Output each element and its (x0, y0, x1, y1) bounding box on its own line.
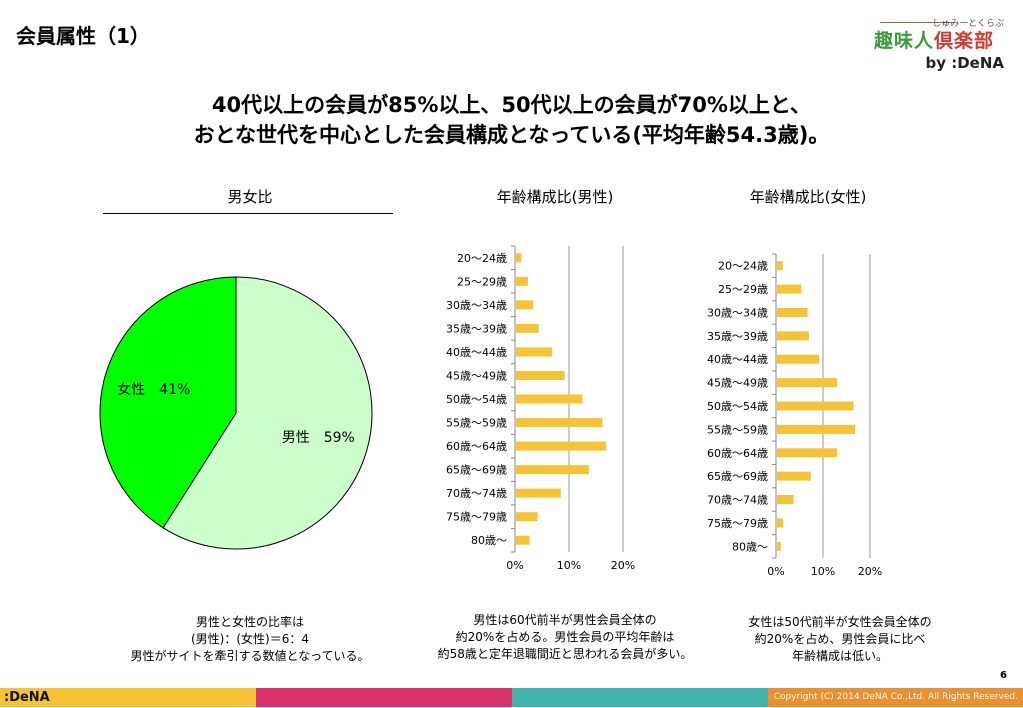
bar (777, 448, 838, 458)
logo-part-1: 趣味人 (874, 30, 935, 52)
logo-main-text: 趣味人倶楽部 (874, 26, 994, 53)
y-category-label: 60歳〜64歳 (446, 440, 507, 453)
bar (516, 488, 561, 498)
gender-caption-line: (男性)：(女性)＝6：4 (191, 632, 309, 646)
y-category-label: 55歳〜59歳 (707, 423, 768, 436)
footer-bar-segment-2 (256, 688, 512, 707)
male-age-chart-title: 年齢構成比(男性) (496, 188, 614, 206)
male-caption: 男性は60代前半が男性会員全体の 約20%を占める。男性会員の平均年齢は 約58… (420, 612, 710, 663)
y-category-label: 20〜24歳 (457, 252, 507, 265)
y-category-label: 35歳〜39歳 (446, 322, 507, 335)
bar (777, 541, 781, 551)
gender-pie-chart: 男性 59% 女性 41% (99, 276, 373, 550)
y-category-label: 80歳〜 (732, 540, 768, 553)
y-category-label: 75歳〜79歳 (707, 517, 768, 530)
bar (516, 253, 522, 263)
y-category-label: 65歳〜69歳 (707, 470, 768, 483)
female-caption-line: 年齢構成は低い。 (791, 649, 888, 663)
y-category-label: 25〜29歳 (718, 283, 768, 296)
y-category-label: 45歳〜49歳 (707, 377, 768, 390)
bar (777, 518, 784, 528)
y-category-label: 35歳〜39歳 (707, 330, 768, 343)
shumi-club-logo: しゅみーとくらぶ 趣味人倶楽部 by :DeNA (872, 16, 1012, 74)
footer-bar-segment-3 (512, 688, 768, 707)
bar (777, 424, 856, 434)
x-tick-label: 10% (811, 565, 835, 578)
headline-line-1: 40代以上の会員が85%以上、50代以上の会員が70%以上と、 (211, 93, 812, 117)
bar (777, 307, 808, 317)
logo-part-2: 倶楽部 (934, 30, 995, 52)
male-age-bar-chart: 0% 10% 20% 20〜24歳 25〜29歳 30歳〜34歳 35歳〜39歳 40歳〜44… (446, 245, 635, 572)
y-category-label: 40歳〜44歳 (707, 353, 768, 366)
page-title: 会員属性（1） (16, 24, 150, 48)
footer-bar-segment-4 (768, 688, 1023, 707)
bar (777, 378, 838, 388)
bar (777, 331, 809, 341)
pie-data-label: 女性 41% (117, 381, 190, 398)
bar (516, 300, 534, 310)
female-caption-line: 女性は50代前半が女性会員全体の (748, 615, 932, 629)
bar (516, 276, 528, 286)
male-caption-line: 約20%を占める。男性会員の平均年齢は (455, 630, 675, 644)
pie-slice-1 (99, 276, 237, 529)
y-category-label: 70歳〜74歳 (707, 494, 768, 507)
logo-kana: しゅみーとくらぶ (932, 19, 1004, 29)
bar (777, 261, 783, 271)
male-caption-line: 約58歳と定年退職間近と思われる会員が多い。 (437, 647, 693, 661)
bar (516, 512, 538, 522)
male-caption-line: 男性は60代前半が男性会員全体の (473, 613, 657, 627)
bar (516, 465, 589, 475)
x-tick-label: 20% (611, 559, 635, 572)
female-caption: 女性は50代前半が女性会員全体の 約20%を占め、男性会員に比べ 年齢構成は低い… (725, 614, 955, 665)
bar (516, 441, 607, 451)
female-age-bar-chart: 0% 10% 20% 20〜24歳 25〜29歳 30歳〜34歳 35歳〜39歳 40歳〜44… (707, 253, 882, 578)
footer-bar-segment-1 (0, 688, 256, 707)
female-age-chart-title: 年齢構成比(女性) (749, 188, 867, 206)
bar (516, 418, 603, 428)
bar (516, 535, 530, 545)
pie-data-label: 男性 59% (282, 430, 355, 446)
bar (777, 354, 820, 364)
x-tick-label: 0% (767, 565, 784, 578)
bar (516, 323, 539, 333)
dena-footer-logo: :DeNA (4, 690, 50, 705)
bar (516, 370, 565, 380)
gender-caption-line: 男性がサイトを牽引する数値となっている。 (130, 649, 370, 663)
y-category-label: 80歳〜 (471, 534, 507, 547)
bar (777, 284, 802, 294)
x-tick-label: 20% (858, 565, 882, 578)
gender-caption-line: 男性と女性の比率は (195, 615, 304, 629)
x-tick-label: 10% (557, 559, 581, 572)
y-category-label: 40歳〜44歳 (446, 346, 507, 359)
y-category-label: 65歳〜69歳 (446, 464, 507, 477)
y-category-label: 50歳〜54歳 (707, 400, 768, 413)
y-category-label: 45歳〜49歳 (446, 369, 507, 382)
gender-title-divider (103, 213, 393, 214)
y-category-label: 30歳〜34歳 (707, 306, 768, 319)
bar (516, 347, 553, 357)
copyright-text: Copyright (C) 2014 DeNA Co.,Ltd. All Rig… (773, 692, 1018, 702)
gender-caption: 男性と女性の比率は (男性)：(女性)＝6：4 男性がサイトを牽引する数値となっ… (100, 614, 400, 665)
pie-slice-0 (162, 276, 373, 550)
bar (516, 394, 583, 404)
headline-line-2: おとな世代を中心とした会員構成となっている(平均年齢54.3歳)。 (193, 123, 830, 147)
bar (777, 471, 811, 481)
y-category-label: 55歳〜59歳 (446, 417, 507, 430)
y-category-label: 25〜29歳 (457, 275, 507, 288)
page-number: 6 (1000, 670, 1007, 681)
logo-line (880, 22, 954, 23)
bar (777, 495, 794, 505)
logo-by-dena: by :DeNA (925, 54, 1004, 72)
y-category-label: 50歳〜54歳 (446, 393, 507, 406)
y-category-label: 75歳〜79歳 (446, 511, 507, 524)
y-category-label: 70歳〜74歳 (446, 487, 507, 500)
bar (777, 401, 854, 411)
y-category-label: 60歳〜64歳 (707, 447, 768, 460)
x-tick-label: 0% (506, 559, 523, 572)
y-category-label: 30歳〜34歳 (446, 299, 507, 312)
gender-ratio-title: 男女比 (227, 188, 273, 206)
female-caption-line: 約20%を占め、男性会員に比べ (754, 632, 926, 646)
y-category-label: 20〜24歳 (718, 260, 768, 273)
